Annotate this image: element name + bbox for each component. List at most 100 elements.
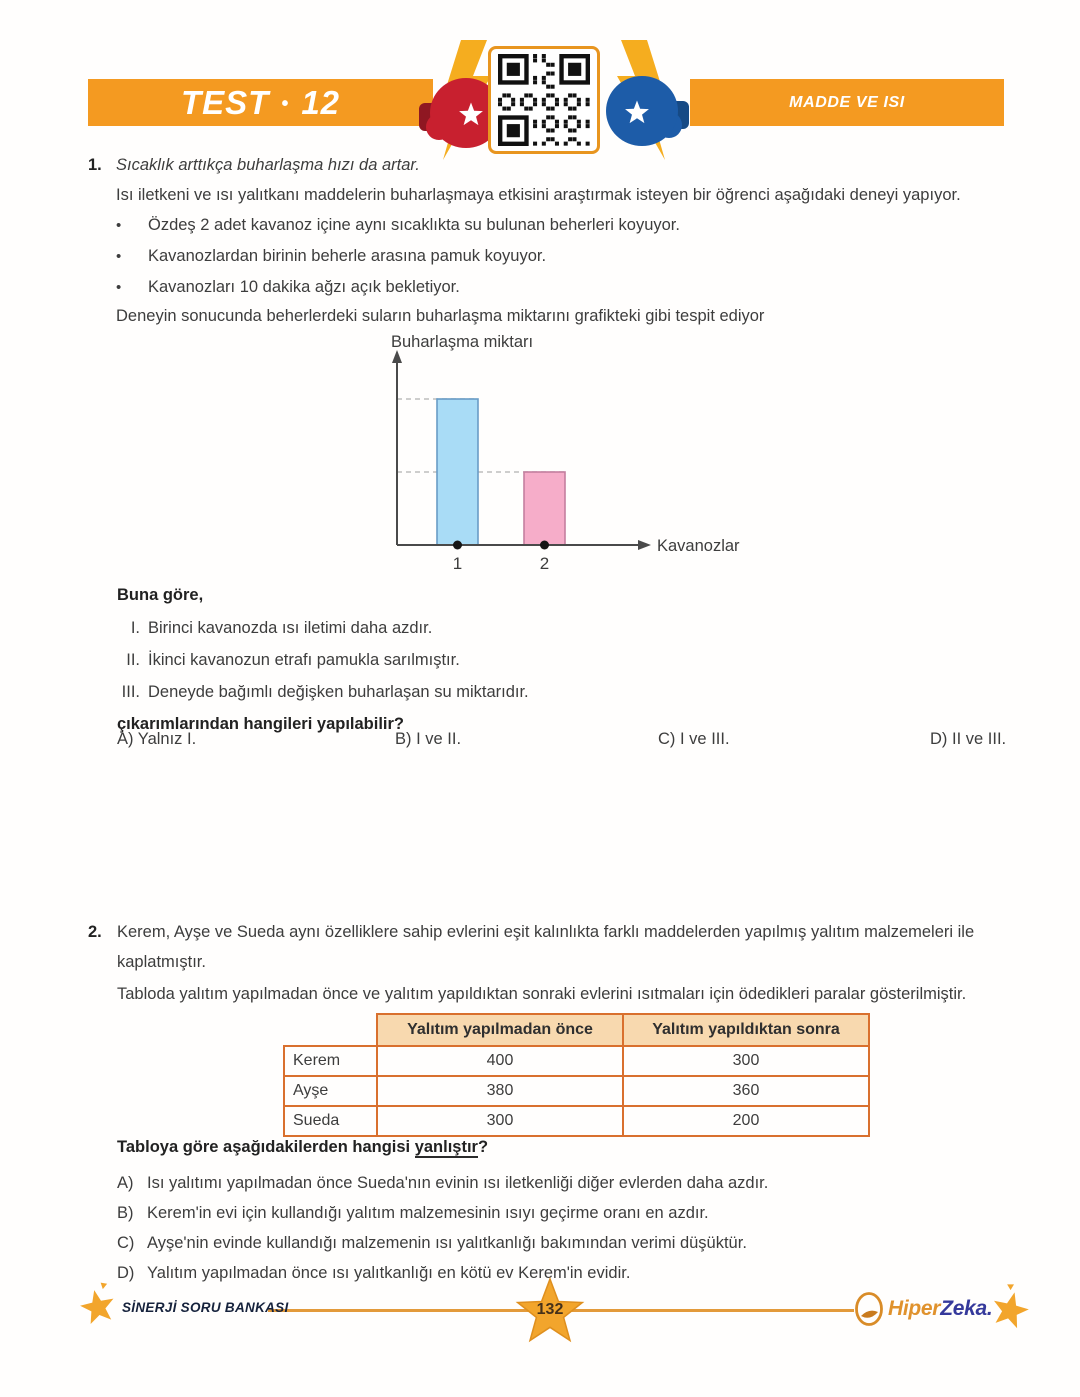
option-d: D) Yalıtım yapılmadan önce ısı yalıtkanl… <box>117 1258 1032 1288</box>
question-2-stem: Tabloya göre aşağıdakilerden hangisi yan… <box>117 1132 488 1162</box>
table-row: Ayşe 380 360 <box>283 1075 870 1107</box>
option-text: Ayşe'nin evinde kullandığı malzemenin ıs… <box>147 1234 747 1252</box>
subject-title: MADDE VE ISI <box>789 93 905 111</box>
bullet-item: Kavanozları 10 dakika ağzı açık bekletiy… <box>116 272 1018 303</box>
option-c: C) I ve III. <box>658 730 730 749</box>
y-axis-arrow-icon <box>392 350 402 363</box>
test-separator-dot: • <box>281 92 290 115</box>
option-text: Yalıtım yapılmadan önce ısı yalıtkanlığı… <box>147 1264 631 1282</box>
table-corner-cell <box>284 1014 377 1046</box>
statement-2: II. İkinci kavanozun etrafı pamukla sarı… <box>88 644 1018 676</box>
logo-zeka: Zeka <box>940 1297 987 1320</box>
logo-hiper: Hiper <box>888 1297 941 1320</box>
table-row: Kerem 400 300 <box>283 1045 870 1077</box>
insulation-cost-table: Yalıtım yapılmadan önce Yalıtım yapıldık… <box>283 1013 870 1137</box>
insulation-cost-table-wrap: Yalıtım yapılmadan önce Yalıtım yapıldık… <box>283 1013 870 1137</box>
option-label: C) <box>658 730 676 748</box>
test-title: TEST • 12 <box>181 84 340 122</box>
question-1: 1. Sıcaklık arttıkça buharlaşma hızı da … <box>88 150 1018 331</box>
logo-text: HiperZeka. <box>888 1297 993 1321</box>
cell-before: 400 <box>376 1045 624 1077</box>
bullet-item: Özdeş 2 adet kavanoz içine aynı sıcaklık… <box>116 210 1018 241</box>
statement-text: İkinci kavanozun etrafı pamukla sarılmış… <box>148 651 460 669</box>
stem-underlined-word: yanlıştır <box>414 1138 478 1158</box>
chart-bar-kavanoz-2 <box>523 471 566 546</box>
option-text: I ve III. <box>680 730 730 748</box>
option-b: B) Kerem'in evi için kullandığı yalıtım … <box>117 1198 1032 1228</box>
header-banner-left: TEST • 12 <box>88 79 433 126</box>
bullet-text: Kavanozlardan birinin beherle arasına pa… <box>148 247 547 265</box>
chart-bar-kavanoz-1 <box>436 398 479 546</box>
blue-boxing-glove-icon <box>606 76 689 146</box>
chart-x-axis-label: Kavanozlar <box>657 537 740 555</box>
question-2-options: A) Isı yalıtımı yapılmadan önce Sueda'nı… <box>117 1168 1032 1288</box>
statement-3: III. Deneyde bağımlı değişken buharlaşan… <box>88 676 1018 708</box>
question-1-conclusions: Buna göre, I. Birinci kavanozda ısı ilet… <box>88 575 1018 740</box>
option-c: C) Ayşe'nin evinde kullandığı malzemenin… <box>117 1228 1032 1258</box>
option-a: A) Yalnız I. <box>117 730 196 749</box>
option-label: A) <box>117 1174 134 1192</box>
header-artwork <box>419 40 689 160</box>
option-a: A) Isı yalıtımı yapılmadan önce Sueda'nı… <box>117 1168 1032 1198</box>
col-header-after: Yalıtım yapıldıktan sonra <box>622 1013 870 1047</box>
bullet-dot-icon <box>116 272 140 303</box>
page-number-star-icon <box>515 1276 585 1343</box>
row-name: Sueda <box>283 1105 378 1137</box>
col-header-before: Yalıtım yapılmadan önce <box>376 1013 624 1047</box>
shooting-star-icon <box>80 1282 114 1324</box>
statement-1: I. Birinci kavanozda ısı iletimi daha az… <box>88 612 1018 644</box>
cell-after: 300 <box>622 1045 870 1077</box>
bullet-dot-icon <box>116 241 140 272</box>
egg-leaf-icon <box>855 1292 883 1326</box>
bullet-text: Özdeş 2 adet kavanoz içine aynı sıcaklık… <box>148 216 680 234</box>
option-label: C) <box>117 1234 135 1252</box>
table-row: Sueda 300 200 <box>283 1105 870 1137</box>
bullet-item: Kavanozlardan birinin beherle arasına pa… <box>116 241 1018 272</box>
question-1-paragraph: Isı iletkeni ve ısı yalıtkanı maddelerin… <box>116 186 961 204</box>
page-footer: SİNERJİ SORU BANKASI 132 HiperZeka. <box>0 1276 1080 1358</box>
footer-right-star-icon <box>994 1284 1029 1329</box>
question-2-paragraph-2: Tabloda yalıtım yapılmadan önce ve yalıt… <box>117 985 967 1003</box>
cell-before: 300 <box>376 1105 624 1137</box>
question-2-paragraph-1: Kerem, Ayşe ve Sueda aynı özelliklere sa… <box>117 923 975 971</box>
option-text: Kerem'in evi için kullandığı yalıtım mal… <box>147 1204 709 1222</box>
hiperzeka-logo: HiperZeka. <box>854 1290 993 1328</box>
test-number: 12 <box>301 83 341 121</box>
option-label: A) <box>117 730 134 748</box>
qr-code-pattern <box>498 54 590 146</box>
row-name: Ayşe <box>283 1075 378 1107</box>
question-2: 2. Kerem, Ayşe ve Sueda aynı özelliklere… <box>88 917 1018 1009</box>
option-b: B) I ve II. <box>395 730 461 749</box>
red-boxing-glove-icon <box>419 78 502 148</box>
question-2-number: 2. <box>88 923 102 941</box>
statement-label: I. <box>130 619 140 637</box>
evaporation-bar-chart: Buharlaşma miktarı Kavanozlar 1 2 <box>391 333 740 573</box>
cell-after: 200 <box>622 1105 870 1137</box>
publisher-brand: SİNERJİ SORU BANKASI <box>122 1300 289 1315</box>
x-tick-1: 1 <box>453 554 462 573</box>
option-label: B) <box>117 1204 134 1222</box>
question-1-options: A) Yalnız I. B) I ve II. C) I ve III. D)… <box>0 730 1080 762</box>
statement-label: II. <box>126 651 140 669</box>
option-text: Isı yalıtımı yapılmadan önce Sueda'nın e… <box>147 1174 769 1192</box>
option-d: D) II ve III. <box>930 730 1006 749</box>
question-1-number: 1. <box>88 156 102 174</box>
statement-text: Birinci kavanozda ısı iletimi daha azdır… <box>148 619 433 637</box>
cell-after: 360 <box>622 1075 870 1107</box>
x-axis-arrow-icon <box>638 540 651 550</box>
option-label: B) <box>395 730 412 748</box>
stem-suffix: ? <box>477 1138 489 1156</box>
chart-y-axis-label: Buharlaşma miktarı <box>391 333 533 351</box>
option-label: D) <box>117 1264 135 1282</box>
lead-in: Buna göre, <box>117 586 204 604</box>
bullet-text: Kavanozları 10 dakika ağzı açık bekletiy… <box>148 278 460 296</box>
test-label: TEST <box>180 83 270 121</box>
bullet-dot-icon <box>116 210 140 241</box>
row-name: Kerem <box>283 1045 378 1077</box>
qr-code <box>488 46 600 154</box>
statement-text: Deneyde bağımlı değişken buharlaşan su m… <box>148 683 529 701</box>
option-text: Yalnız I. <box>137 730 197 748</box>
axis-dot-1 <box>453 540 462 550</box>
stem-prefix: Tabloya göre aşağıdakilerden hangisi <box>117 1138 415 1156</box>
